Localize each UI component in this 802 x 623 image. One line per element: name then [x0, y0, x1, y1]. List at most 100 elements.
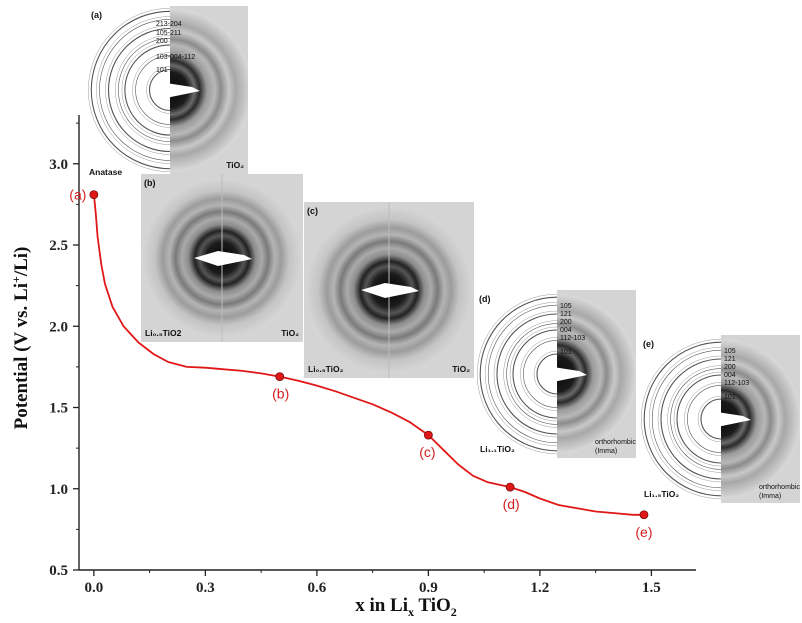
simulated-ring [506, 323, 557, 425]
ring-index-label: 112-103 [724, 380, 749, 387]
simulated-ring [523, 340, 557, 408]
data-point-label: (c) [419, 444, 435, 460]
y-tick-label: 2.5 [49, 238, 68, 254]
inset-phase-label: Anatase [89, 167, 122, 177]
diffraction-pattern [557, 294, 636, 454]
potential-curve [93, 194, 644, 516]
ring-index-label: 103-004-112 [156, 54, 195, 61]
simulated-ring [105, 25, 170, 155]
inset-image [304, 202, 474, 378]
x-tick-label: 0.0 [84, 580, 103, 596]
beam-stop [361, 283, 419, 298]
y-axis-title: Potential (V vs. Li+/Li) [9, 247, 32, 430]
beam-stop [693, 412, 751, 427]
simulated-ring [697, 395, 721, 443]
simulated-ring [643, 341, 721, 497]
simulated-ring [651, 349, 721, 489]
inset-image [529, 290, 636, 458]
inset-phase-label: orthorhombic [759, 484, 800, 491]
inset-left-label: Li₀.₅TiO2 [145, 328, 182, 338]
inset-left-label: Li₀.₉TiO₂ [308, 364, 344, 374]
simulated-ring [533, 350, 557, 398]
ring-index-label: 121 [560, 311, 572, 318]
simulated-ring [667, 365, 721, 473]
simulated-ring [118, 38, 170, 142]
inset-right-label: TiO₂ [281, 328, 299, 338]
diffraction-inset: (b) Li₀.₅TiO2 TiO₂ [141, 174, 303, 342]
simulated-ring [676, 374, 721, 464]
simulated-ring [88, 8, 170, 172]
simulated-ring [90, 10, 170, 170]
simulated-ring [670, 368, 721, 470]
simulated-ring [107, 27, 170, 153]
data-point [423, 430, 433, 440]
ring-index-label: 101 [560, 349, 572, 356]
inset-image [141, 174, 303, 342]
beam-stop [529, 367, 587, 382]
y-tick-label: 1.5 [49, 401, 68, 417]
chart-axes: 0.0 0.3 0.6 0.9 1.2 1.5 0.5 1.0 1.5 2.0 2.5 3.0 [49, 115, 696, 596]
simulated-ring [648, 346, 721, 492]
ring-index-label: 101 [156, 67, 168, 74]
beam-stop [142, 83, 200, 98]
data-point-label: (b) [272, 386, 289, 402]
ring-index-label: 200 [724, 364, 736, 371]
inset-phase-label: orthorhombic [595, 439, 636, 446]
diffraction-insets: (a)TiO₂Anatase213-204105-211200103-004-1… [88, 6, 800, 503]
simulated-ring [476, 293, 557, 455]
inset-letter: (b) [144, 178, 156, 188]
ring-index-label: 004 [724, 372, 736, 379]
simulated-ring [496, 313, 557, 435]
x-tick-label: 0.3 [196, 580, 215, 596]
diffraction-pattern [170, 8, 248, 172]
data-point [639, 510, 649, 520]
simulated-ring [132, 52, 170, 128]
simulated-ring [484, 301, 557, 447]
simulated-ring [493, 310, 557, 438]
y-tick-label: 3.0 [49, 157, 68, 173]
x-tick-label: 1.2 [531, 580, 550, 596]
inset-right-label: TiO₂ [226, 160, 244, 170]
data-point [505, 482, 515, 492]
ring-index-label: 105 [560, 303, 572, 310]
y-tick-label: 1.0 [49, 482, 68, 498]
ring-index-label: 112-103 [560, 335, 585, 342]
simulated-ring [512, 329, 557, 419]
data-point [275, 372, 285, 382]
ring-index-label: 200 [560, 319, 572, 326]
x-axis-title: x in Lix TiO2 [355, 595, 457, 619]
ring-index-label: 105-211 [156, 30, 181, 37]
y-tick-label: 0.5 [49, 563, 68, 579]
inset-phase-label: (Imma) [759, 493, 781, 500]
inset-image [693, 335, 800, 503]
ring-index-label: 213-204 [156, 21, 182, 28]
ring-index-label: 105 [724, 348, 736, 355]
data-point-label: (a) [69, 187, 86, 203]
simulated-ring [99, 19, 170, 161]
simulated-ring [135, 55, 170, 125]
x-tick-label: 1.5 [642, 580, 661, 596]
simulated-rings [640, 338, 721, 500]
simulated-ring [520, 337, 557, 411]
simulated-ring [509, 326, 557, 422]
ring-index-label: 121 [724, 356, 736, 363]
beam-stop [194, 251, 252, 266]
inset-phase-label: (Imma) [595, 448, 617, 455]
inset-letter: (c) [307, 206, 318, 216]
simulated-ring [687, 385, 721, 453]
simulated-ring [121, 41, 170, 139]
inset-letter: (e) [643, 339, 654, 349]
inset-letter: (d) [479, 294, 491, 304]
x-tick-label: 0.9 [419, 580, 438, 596]
simulated-ring [96, 16, 170, 164]
data-point-label: (d) [503, 496, 520, 512]
simulated-ring [640, 338, 721, 500]
inset-left-label: Li₁.₅TiO₂ [644, 489, 679, 499]
simulated-ring [657, 355, 721, 483]
y-tick-label: 2.0 [49, 319, 68, 335]
data-point [89, 190, 99, 200]
